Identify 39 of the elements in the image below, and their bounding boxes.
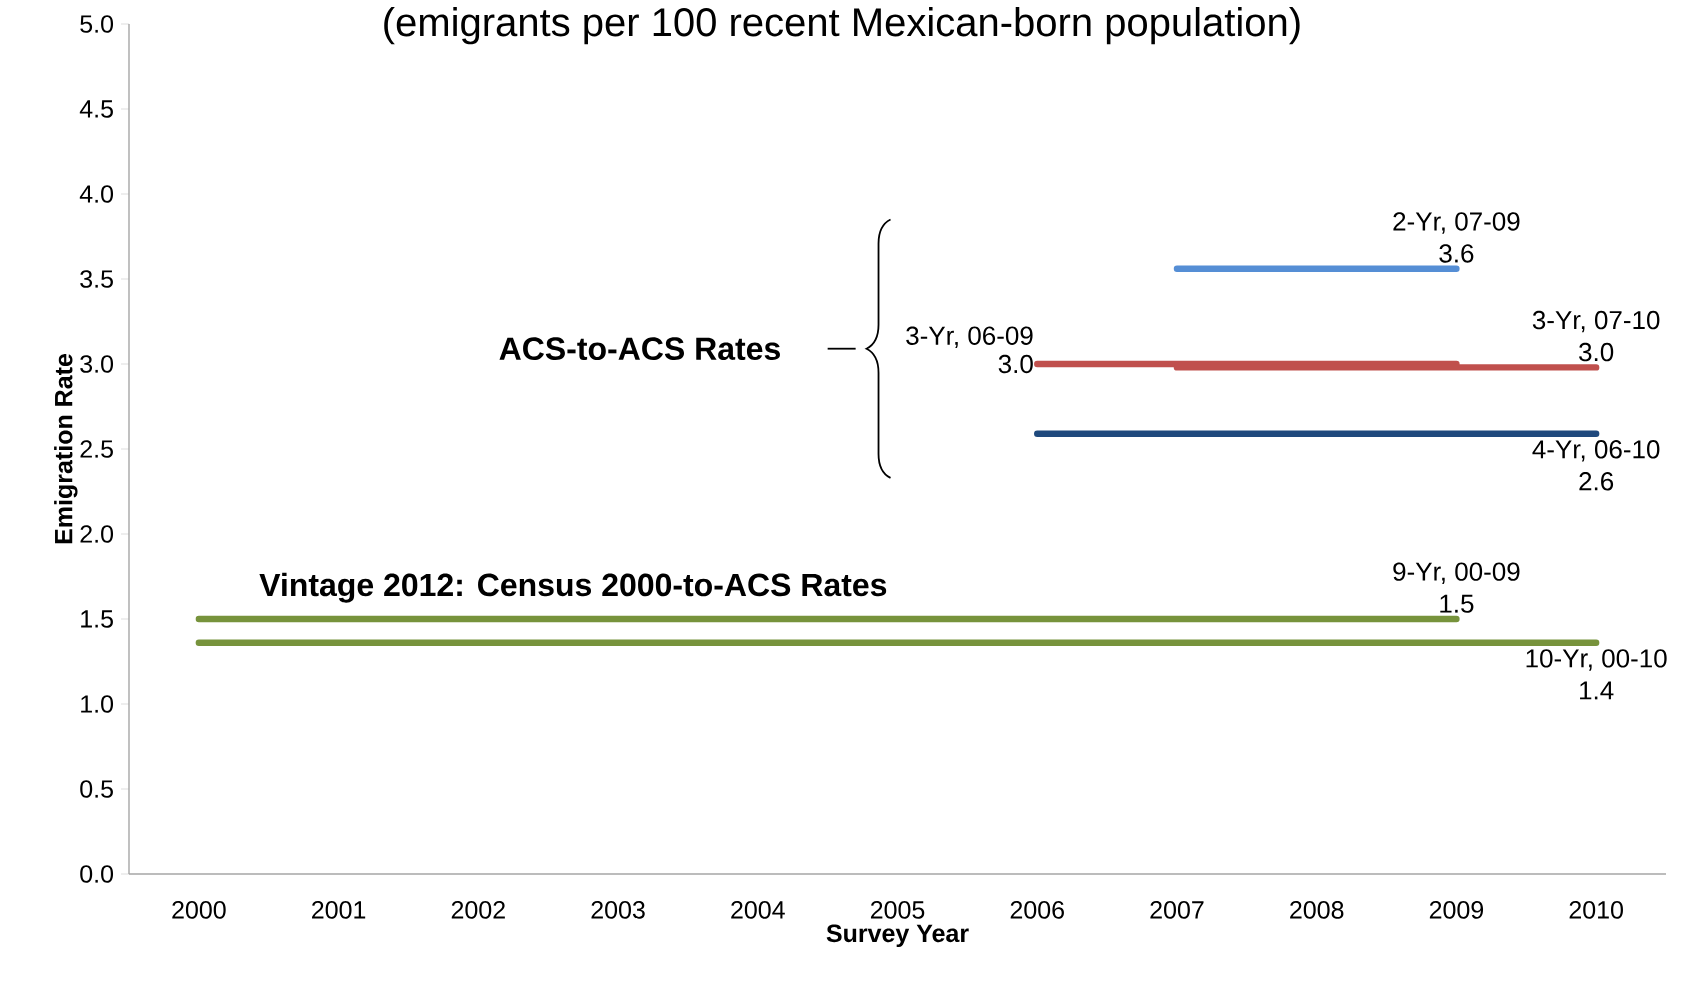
- y-tick-label: 0.5: [80, 780, 113, 798]
- data-label: 3.0: [998, 354, 1033, 374]
- series-label: 2-Yr, 07-09: [1393, 212, 1520, 234]
- x-axis-title: Survey Year: [826, 924, 969, 948]
- data-label: 1.5: [1440, 594, 1474, 613]
- series-label: 3-Yr, 07-10: [1532, 310, 1660, 333]
- y-tick-label: 5.0: [80, 15, 114, 33]
- chart-title: (emigrants per 100 recent Mexican-born population): [384, 7, 1300, 45]
- data-label: 1.4: [1580, 681, 1614, 700]
- y-tick-label: 4.0: [79, 185, 114, 203]
- series-label: 10-Yr, 00-10: [1526, 649, 1667, 671]
- annotation: ACS-to-ACS Rates: [499, 337, 780, 361]
- series-label: 9-Yr, 00-09: [1393, 562, 1520, 584]
- data-label: 3.0: [1579, 342, 1614, 362]
- y-tick-label: 1.0: [81, 695, 114, 713]
- series-label: 4-Yr, 06-10: [1532, 440, 1660, 462]
- x-tick-label: 2008: [1290, 901, 1344, 919]
- x-tick-label: 2002: [451, 901, 505, 919]
- y-tick-label: 4.5: [79, 100, 113, 118]
- data-label: 2.6: [1579, 472, 1614, 491]
- y-tick-label: 0.0: [80, 865, 114, 883]
- y-tick-label: 2.0: [80, 525, 114, 543]
- y-tick-label: 3.0: [80, 355, 114, 373]
- x-tick-label: 2009: [1429, 901, 1484, 919]
- y-axis-title: Emigration Rate: [54, 354, 78, 544]
- annotation: Vintage 2012: Census 2000-to-ACS Rates: [259, 572, 887, 603]
- y-tick-label: 3.5: [80, 270, 113, 288]
- x-tick-label: 2007: [1150, 901, 1204, 919]
- y-tick-label: 1.5: [81, 610, 113, 628]
- x-tick-label: 2010: [1569, 901, 1623, 919]
- series-label: 3-Yr, 06-09: [906, 326, 1033, 348]
- x-tick-label: 2004: [731, 901, 785, 919]
- x-tick-label: 2005: [870, 901, 925, 919]
- x-tick-label: 2006: [1010, 901, 1064, 919]
- data-label: 3.6: [1439, 244, 1474, 263]
- x-tick-label: 2000: [172, 901, 226, 919]
- x-tick-label: 2001: [312, 901, 366, 919]
- x-tick-label: 2003: [591, 901, 645, 919]
- y-tick-label: 2.5: [80, 440, 113, 458]
